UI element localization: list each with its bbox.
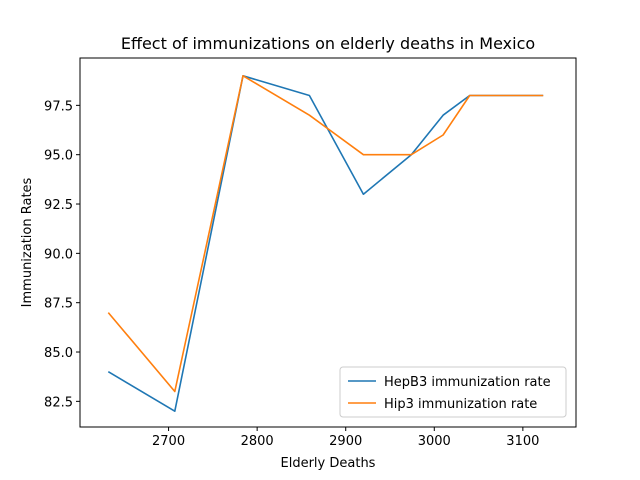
series-layer [107,75,544,413]
legend-box [339,366,567,418]
x-tick-label: 3100 [506,434,539,449]
y-tick-label: 85.0 [44,346,73,361]
y-tick-label: 82.5 [44,395,73,410]
y-tick-label: 87.5 [44,297,73,312]
series-line-1 [107,75,544,413]
x-tick-label: 2800 [241,434,274,449]
x-axis-ticks: 2700 2800 2900 3000 3100 [152,427,539,449]
y-axis-label: Immunization Rates [20,177,35,307]
x-axis-label: Elderly Deaths [281,456,376,471]
legend-label-2: Hip3 immunization rate [384,397,537,412]
y-tick-label: 97.5 [44,99,73,114]
y-tick-label: 92.5 [44,198,73,213]
series-line-2 [107,75,544,393]
x-tick-label: 3000 [418,434,451,449]
x-tick-label: 2700 [152,434,185,449]
y-tick-label: 95.0 [44,149,73,164]
legend: HepB3 immunization rate Hip3 immunization… [339,366,567,418]
legend-label-1: HepB3 immunization rate [384,375,551,390]
y-tick-label: 90.0 [44,247,73,262]
plot-area [79,57,577,428]
y-axis-ticks: 82.5 85.0 87.5 90.0 92.5 95.0 97.5 [44,99,80,410]
chart-title: Effect of immunizations on elderly death… [121,34,535,53]
x-tick-label: 2900 [329,434,362,449]
